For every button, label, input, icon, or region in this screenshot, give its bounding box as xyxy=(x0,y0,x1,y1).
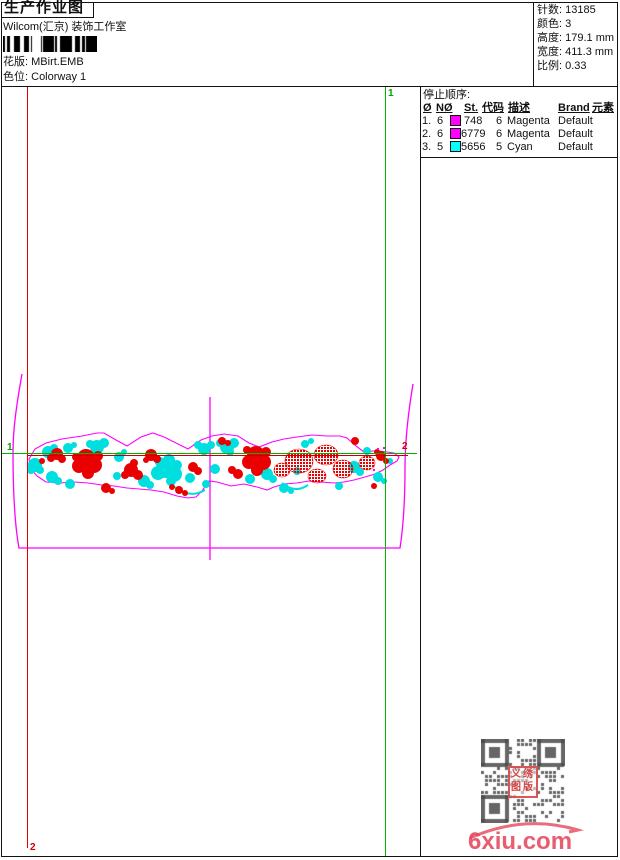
end-point-vertical-guide xyxy=(27,87,28,848)
cyan-stem-2 xyxy=(281,482,309,490)
stop-row-3-code: 5 xyxy=(496,141,503,153)
canvas-right-divider xyxy=(420,86,421,857)
colorway-label: 色位: xyxy=(3,71,29,83)
stop-row-3-color-swatch xyxy=(450,141,461,152)
stats-box-left xyxy=(533,2,534,86)
start-point-vertical-guide xyxy=(385,87,386,856)
start-marker-top: 1 xyxy=(388,88,394,99)
width-value: 411.3 mm xyxy=(565,46,614,58)
design-file-label: 花版: xyxy=(3,56,29,68)
width-label: 宽度: xyxy=(537,46,563,58)
page-title: 生产作业图 xyxy=(4,0,85,16)
watermark-seal: 义 绣 图 版 xyxy=(508,766,538,798)
seal-char-1: 义 xyxy=(511,768,521,780)
stop-row-2-description: Magenta xyxy=(507,128,550,140)
stop-row-3-description: Cyan xyxy=(507,141,533,153)
stop-row-1-color-swatch xyxy=(450,115,461,126)
stop-row-3-stitches: 5656 xyxy=(461,141,486,153)
seal-char-3: 图 xyxy=(511,781,521,793)
col-header-brand: Brand xyxy=(558,102,590,114)
colorway-row: 色位: Colorway 1 xyxy=(3,71,86,83)
stop-row-1-code: 6 xyxy=(496,115,503,127)
col-header-code: 代码 xyxy=(482,102,504,114)
stitch-count-row: 针数: 13185 xyxy=(537,4,596,16)
end-marker-bottom: 2 xyxy=(30,842,36,853)
width-row: 宽度: 411.3 mm xyxy=(537,46,613,58)
stop-row-2-code: 6 xyxy=(496,128,503,140)
height-label: 高度: xyxy=(537,32,563,44)
end-marker-right: 2 xyxy=(402,441,408,452)
studio-name: Wilcom(汇京) 装饰工作室 xyxy=(3,21,127,33)
col-header-description: 描述 xyxy=(508,102,530,114)
design-boundary-outline xyxy=(28,432,400,499)
stop-sequence-title: 停止顺序: xyxy=(423,89,471,101)
scale-value: 0.33 xyxy=(565,60,587,72)
design-file-value: MBirt.EMB xyxy=(31,56,84,68)
seal-char-2: 绣 xyxy=(523,768,533,780)
stop-row-1-description: Magenta xyxy=(507,115,550,127)
cyan-thread-areas xyxy=(27,438,393,494)
red-hatched-areas xyxy=(273,444,376,484)
start-point-horizontal-guide xyxy=(2,453,417,454)
stop-row-2-no: 2. xyxy=(422,128,432,140)
col-header-element: 元素 xyxy=(592,102,614,114)
red-thread-areas xyxy=(39,437,389,496)
stop-row-1-needle: 6 xyxy=(437,115,444,127)
seal-char-4: 版 xyxy=(523,781,533,793)
start-marker-left: 1 xyxy=(7,442,13,453)
stop-row-1-brand: Default xyxy=(558,115,593,127)
height-value: 179.1 mm xyxy=(565,32,615,44)
page-border-right xyxy=(617,2,618,857)
page-border-top xyxy=(1,2,617,3)
stop-row-2-needle: 6 xyxy=(437,128,444,140)
end-point-horizontal-guide xyxy=(27,455,408,456)
design-file-row: 花版: MBirt.EMB xyxy=(3,56,84,68)
stop-row-2-stitches: 6779 xyxy=(461,128,486,140)
page-border-bottom xyxy=(1,856,617,857)
site-logo: 6xiu.com xyxy=(468,828,573,855)
page-border-left xyxy=(1,2,2,857)
height-row: 高度: 179.1 mm xyxy=(537,32,614,44)
stop-row-3-no: 3. xyxy=(422,141,432,153)
title-box-right xyxy=(93,2,94,18)
color-count-value: 3 xyxy=(565,18,572,30)
scale-label: 比例: xyxy=(537,60,563,72)
stitch-count-value: 13185 xyxy=(565,4,596,16)
col-header-needle-no: NØ xyxy=(436,102,453,114)
magenta-stitch-dots xyxy=(373,447,385,471)
logo-swoosh-icon xyxy=(469,822,584,840)
design-preview xyxy=(12,373,414,560)
stop-row-3-brand: Default xyxy=(558,141,593,153)
header-bottom-line xyxy=(1,86,617,87)
stop-row-2-brand: Default xyxy=(558,128,593,140)
stop-table-bottom xyxy=(420,157,618,158)
stop-row-1-no: 1. xyxy=(422,115,432,127)
hoop-outline xyxy=(12,373,414,549)
stop-row-3-needle: 5 xyxy=(437,141,444,153)
stop-row-2-color-swatch xyxy=(450,128,461,139)
col-header-stitches: St. xyxy=(464,102,479,114)
barcode xyxy=(3,36,97,52)
colorway-value: Colorway 1 xyxy=(31,71,87,83)
stop-row-1-stitches: 748 xyxy=(464,115,483,127)
title-box-bottom xyxy=(1,17,93,18)
scale-row: 比例: 0.33 xyxy=(537,60,587,72)
col-header-needle-symbol: Ø xyxy=(423,102,432,114)
stitch-count-label: 针数: xyxy=(537,4,563,16)
color-count-label: 颜色: xyxy=(537,18,563,30)
color-count-row: 颜色: 3 xyxy=(537,18,571,30)
